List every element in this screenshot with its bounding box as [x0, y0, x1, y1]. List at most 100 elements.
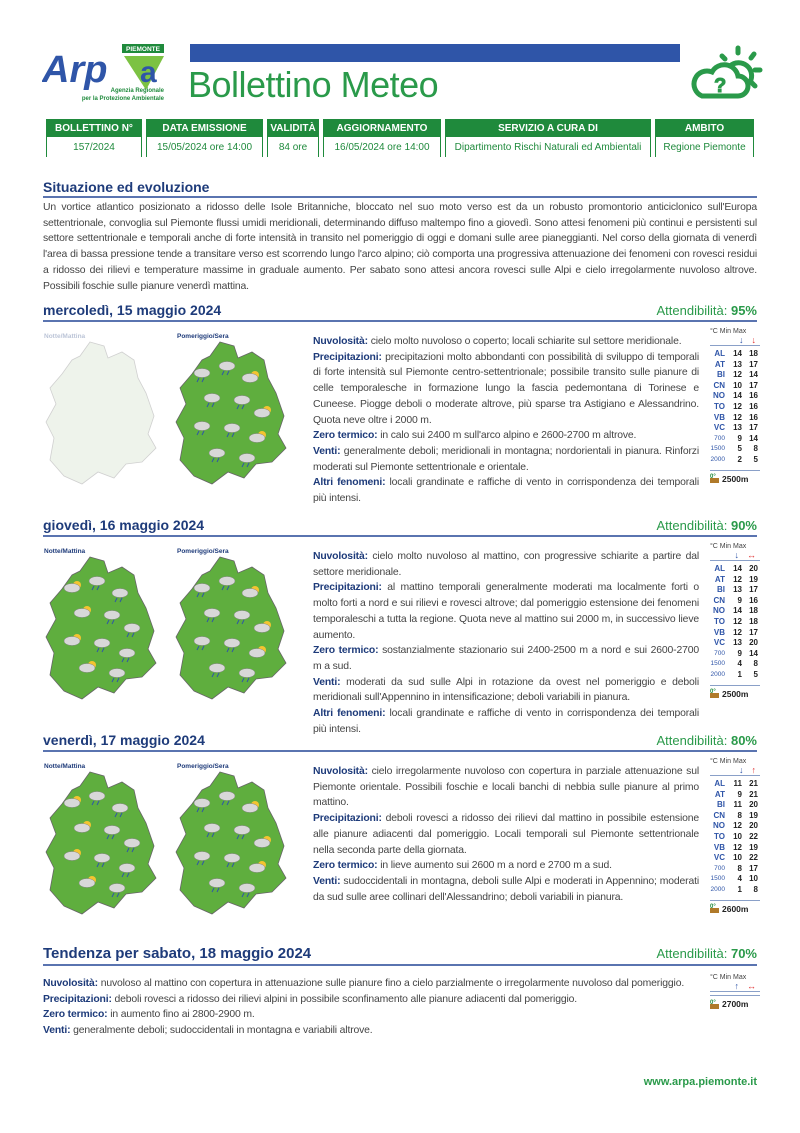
temp-min: 5	[737, 444, 742, 454]
temp-row: AL 14 18	[710, 349, 760, 360]
temp-row: CN 9 16	[710, 596, 760, 607]
temp-min: 9	[737, 789, 742, 799]
station: VC	[713, 853, 725, 863]
temp-row: 2000 1 8	[710, 885, 760, 896]
temp-row: TO 10 22	[710, 832, 760, 843]
day-forecast-text: Nuvolosità: cielo molto nuvoloso o coper…	[313, 334, 699, 507]
station: 1500	[710, 445, 725, 453]
temp-max: 8	[753, 884, 758, 894]
section-label: Venti:	[43, 1025, 71, 1037]
temp-max: 17	[749, 423, 758, 433]
temp-max: 19	[749, 574, 758, 584]
temp-max: 16	[749, 391, 758, 401]
header-data-emissione: DATA EMISSIONE	[146, 119, 263, 137]
forecast-section: Precipitazioni: deboli rovesci a ridosso…	[43, 992, 703, 1008]
temp-row: BI 11 20	[710, 800, 760, 811]
temp-row: 1500 4 10	[710, 874, 760, 885]
station: 700	[714, 649, 725, 657]
rain-cloud-icon	[193, 636, 211, 651]
temp-max: 14	[749, 370, 758, 380]
reliability-value: 95%	[730, 303, 757, 318]
svg-text:Agenzia Regionale: Agenzia Regionale	[111, 88, 165, 94]
rain-cloud-icon	[203, 823, 221, 838]
rain-cloud-icon	[203, 393, 221, 408]
min-trend-arrow-icon: ↓	[739, 335, 744, 345]
sun-cloud-icon	[78, 876, 96, 888]
temp-row: TO 12 18	[710, 617, 760, 628]
temp-row: 700 9 14	[710, 434, 760, 445]
forecast-section: Nuvolosità: cielo molto nuvoloso o coper…	[313, 334, 699, 350]
temp-max: 20	[749, 800, 758, 810]
svg-text:Arp: Arp	[42, 49, 107, 91]
temp-min: 12	[733, 401, 742, 411]
section-text: deboli rovesci a ridosso dei rilievi alp…	[114, 993, 578, 1005]
sun-cloud-icon	[241, 801, 259, 813]
header-ambito: AMBITO	[655, 119, 754, 137]
station: BI	[717, 370, 725, 380]
rain-cloud-icon	[218, 361, 236, 376]
rain-cloud-icon	[223, 853, 241, 868]
temp-max: 17	[749, 380, 758, 390]
station: VB	[713, 842, 725, 852]
temp-max: 20	[749, 564, 758, 573]
temp-row: VC 10 22	[710, 853, 760, 864]
section-label: Venti:	[313, 676, 341, 688]
station: NO	[713, 821, 725, 831]
temp-max: 22	[749, 831, 758, 841]
forecast-section: Nuvolosità: nuvoloso al mattino con cope…	[43, 976, 703, 992]
header-aggiornamento: AGGIORNAMENTO	[323, 119, 441, 137]
reliability-label: Attendibilità:	[656, 518, 728, 533]
temp-max: 20	[749, 821, 758, 831]
temp-min: 14	[733, 391, 742, 401]
section-label: Precipitazioni:	[313, 582, 382, 594]
section-label: Zero termico:	[313, 860, 378, 872]
temp-row: 2000 1 5	[710, 670, 760, 681]
forecast-section: Altri fenomeni: locali grandinate e raff…	[313, 475, 699, 506]
map-morning	[42, 768, 160, 918]
station: TO	[714, 616, 725, 626]
temperature-table: °C Min Max ↓ ↑ AL 11 21 AT 9 21 BI 11 20 CN 8 19 NO 12 2…	[710, 758, 760, 914]
temp-min: 8	[737, 810, 742, 820]
station: TO	[714, 831, 725, 841]
forecast-section: Precipitazioni: precipitazioni molto abb…	[313, 350, 699, 429]
rain-cloud-icon	[103, 825, 121, 840]
sun-cloud-icon	[253, 406, 271, 418]
rain-cloud-icon	[88, 791, 106, 806]
sun-cloud-icon	[63, 634, 81, 646]
reliability-label: Attendibilità:	[656, 733, 728, 748]
temp-max: 10	[749, 874, 758, 884]
forecast-section: Venti: generalmente deboli; meridionali …	[313, 444, 699, 475]
temp-min: 11	[733, 800, 742, 810]
temp-row: BI 13 17	[710, 585, 760, 596]
temp-min: 10	[733, 853, 742, 863]
footer-url[interactable]: www.arpa.piemonte.it	[643, 1076, 757, 1088]
section-label: Venti:	[313, 445, 341, 457]
station: 700	[714, 434, 725, 442]
temp-max: 17	[749, 359, 758, 369]
max-trend-arrow-icon: ↔	[747, 550, 756, 560]
sun-cloud-icon	[63, 581, 81, 593]
temp-max: 20	[749, 638, 758, 648]
station: NO	[713, 606, 725, 616]
temperature-table: °C Min Max ↓ ↔ AL 14 20 AT 12 19 BI 13 17 CN 9 16 NO 14…	[710, 543, 760, 699]
temp-min: 14	[733, 564, 742, 573]
temp-min: 12	[733, 370, 742, 380]
temp-min: 13	[733, 638, 742, 648]
temp-row: CN 10 17	[710, 381, 760, 392]
temp-min: 12	[733, 574, 742, 584]
temp-min: 4	[737, 874, 742, 884]
day-reliability: Attendibilità: 95%	[657, 303, 757, 318]
section-text: precipitazioni molto abbondanti con poss…	[313, 351, 699, 426]
ambito: Regione Piemonte	[655, 137, 754, 157]
temp-max: 19	[749, 842, 758, 852]
rain-cloud-icon	[193, 368, 211, 383]
temp-header: °C Min Max	[710, 974, 747, 981]
temp-max: 22	[749, 853, 758, 863]
rain-cloud-icon	[208, 663, 226, 678]
freezing-level-icon: 0°	[710, 904, 719, 914]
section-label: Nuvolosità:	[313, 766, 368, 777]
station: AT	[714, 359, 725, 369]
temp-max: 8	[753, 444, 758, 454]
section-label: Precipitazioni:	[43, 993, 112, 1005]
temp-row: NO 14 18	[710, 606, 760, 617]
